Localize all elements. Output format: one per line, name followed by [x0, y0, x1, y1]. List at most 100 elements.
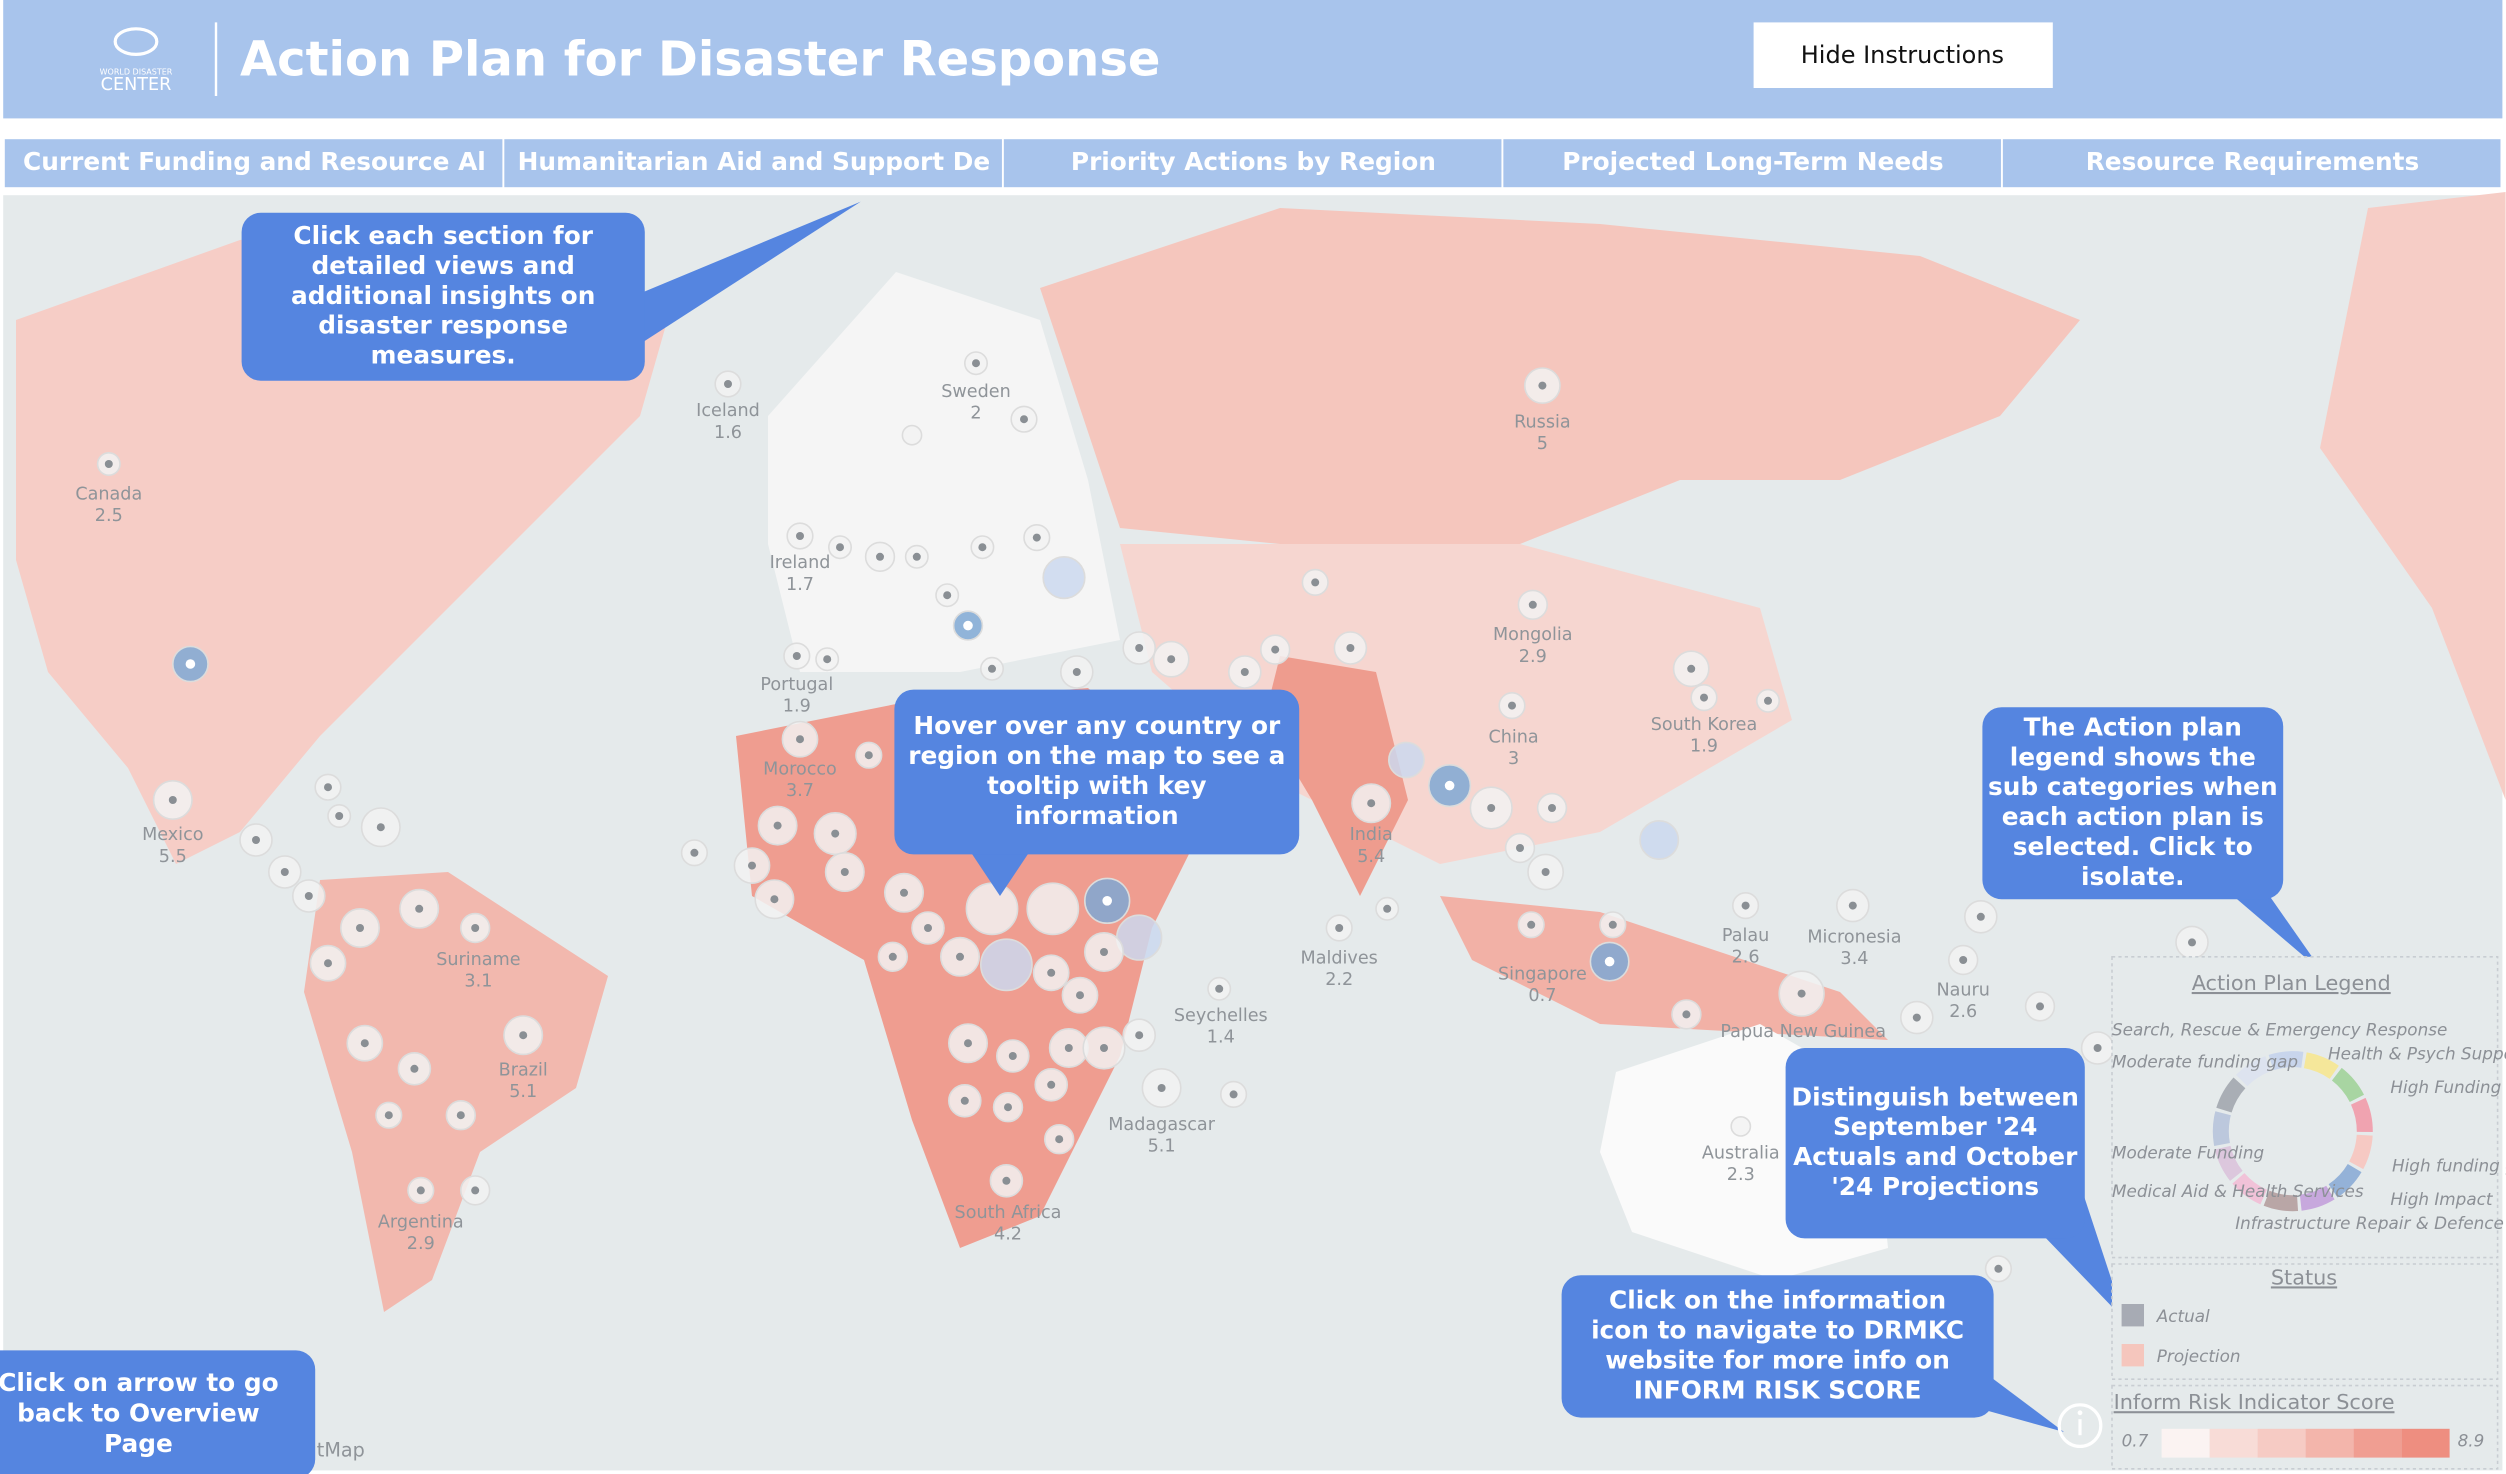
marker-dot[interactable]	[1271, 645, 1280, 654]
marker-dot[interactable]	[876, 552, 884, 561]
marker-dot[interactable]	[864, 751, 873, 760]
marker-dot[interactable]	[1346, 644, 1355, 652]
marker-dot[interactable]	[456, 1111, 465, 1120]
marker-dot[interactable]	[1047, 1080, 1056, 1089]
status-label[interactable]: Actual	[2156, 1306, 2210, 1326]
marker-dot[interactable]	[324, 783, 332, 792]
marker-dot[interactable]	[960, 1096, 969, 1105]
marker-dot[interactable]	[1020, 415, 1028, 424]
hide-instructions-button[interactable]	[1753, 22, 2053, 88]
marker-dot[interactable]	[2188, 938, 2196, 947]
marker-dot[interactable]	[924, 924, 932, 932]
marker-dot[interactable]	[1064, 1044, 1073, 1052]
marker-dot[interactable]	[324, 959, 332, 968]
marker-dot[interactable]	[836, 543, 844, 552]
marker-dot[interactable]	[1976, 912, 1985, 921]
donut-segment[interactable]	[2209, 1048, 2376, 1215]
marker-dot[interactable]	[1072, 668, 1081, 676]
marker-dot[interactable]	[1055, 1135, 1064, 1144]
marker-dot[interactable]	[773, 821, 782, 830]
marker-dot[interactable]	[1508, 701, 1516, 710]
marker-dot[interactable]	[1604, 956, 1615, 967]
marker-dot[interactable]	[1528, 600, 1537, 609]
marker-dot[interactable]	[1538, 381, 1547, 390]
marker-dot[interactable]	[690, 848, 699, 857]
marker-dot[interactable]	[1311, 578, 1320, 587]
legend-item[interactable]: Infrastructure Repair & Defence	[2235, 1213, 2504, 1233]
marker-dot[interactable]	[912, 552, 921, 561]
country-marker[interactable]	[901, 424, 923, 446]
donut-segment[interactable]	[2209, 1048, 2376, 1215]
marker-dot[interactable]	[1994, 1264, 2003, 1273]
marker-dot[interactable]	[972, 359, 980, 368]
marker-dot[interactable]	[988, 664, 996, 673]
marker-dot[interactable]	[2036, 1002, 2044, 1011]
marker-dot[interactable]	[1700, 693, 1708, 702]
marker-dot[interactable]	[1608, 920, 1617, 929]
marker-dot[interactable]	[1229, 1090, 1238, 1099]
country-marker[interactable]	[1026, 882, 1080, 936]
legend-item[interactable]: Moderate funding gap	[2112, 1051, 2298, 1071]
tab[interactable]	[2002, 139, 2501, 188]
info-circle[interactable]	[2057, 1403, 2103, 1449]
marker-dot[interactable]	[1076, 991, 1084, 1000]
country-marker[interactable]	[1042, 556, 1086, 600]
projection-swatch[interactable]	[2121, 1344, 2144, 1367]
marker-dot[interactable]	[956, 952, 964, 961]
marker-dot[interactable]	[840, 868, 849, 876]
marker-dot[interactable]	[1912, 1013, 1921, 1022]
marker-dot[interactable]	[1541, 868, 1550, 876]
marker-dot[interactable]	[1135, 644, 1144, 652]
marker-dot[interactable]	[1002, 1176, 1011, 1185]
marker-dot[interactable]	[2093, 1044, 2102, 1052]
marker-dot[interactable]	[252, 836, 260, 844]
marker-dot[interactable]	[1335, 924, 1344, 932]
marker-dot[interactable]	[376, 823, 385, 832]
tab[interactable]	[4, 139, 503, 188]
donut-segment[interactable]	[2209, 1048, 2376, 1215]
donut-segment[interactable]	[2209, 1048, 2376, 1215]
marker-dot[interactable]	[168, 796, 177, 804]
legend-item[interactable]: High funding gap	[2392, 1155, 2506, 1175]
country-marker[interactable]	[1639, 820, 1680, 860]
marker-dot[interactable]	[1959, 956, 1968, 964]
marker-dot[interactable]	[416, 1186, 425, 1195]
marker-dot[interactable]	[1741, 901, 1750, 910]
marker-dot[interactable]	[943, 591, 952, 600]
marker-dot[interactable]	[1157, 1084, 1166, 1092]
legend-item[interactable]: Search, Rescue & Emergency Response	[2112, 1019, 2447, 1039]
marker-dot[interactable]	[1008, 1052, 1017, 1060]
marker-dot[interactable]	[1047, 968, 1056, 977]
tab-label[interactable]: Priority Actions by Region	[1071, 147, 1436, 176]
marker-dot[interactable]	[796, 532, 804, 540]
marker-dot[interactable]	[356, 924, 364, 932]
tab-label[interactable]: Humanitarian Aid and Support De	[518, 147, 990, 176]
country-marker[interactable]	[1730, 1116, 1752, 1137]
marker-dot[interactable]	[1548, 804, 1556, 812]
marker-dot[interactable]	[519, 1031, 528, 1040]
country-marker[interactable]	[965, 882, 1019, 936]
marker-dot[interactable]	[748, 861, 756, 870]
marker-dot[interactable]	[1215, 984, 1224, 993]
status-label[interactable]: Projection	[2157, 1346, 2241, 1366]
marker-dot[interactable]	[1764, 696, 1772, 705]
tab-label[interactable]: Projected Long-Term Needs	[1562, 147, 1943, 176]
marker-dot[interactable]	[1102, 896, 1112, 906]
marker-dot[interactable]	[1135, 1031, 1144, 1040]
marker-dot[interactable]	[796, 735, 804, 744]
actual-swatch[interactable]	[2121, 1304, 2144, 1327]
marker-dot[interactable]	[770, 895, 779, 904]
marker-dot[interactable]	[1004, 1103, 1012, 1112]
marker-dot[interactable]	[1367, 799, 1376, 808]
marker-dot[interactable]	[831, 829, 840, 838]
marker-dot[interactable]	[360, 1039, 369, 1048]
marker-dot[interactable]	[900, 888, 908, 897]
tab[interactable]	[504, 139, 1002, 188]
marker-dot[interactable]	[964, 1039, 972, 1048]
marker-dot[interactable]	[1682, 1010, 1691, 1019]
marker-dot[interactable]	[185, 659, 196, 669]
button-label[interactable]: Hide Instructions	[1801, 41, 2004, 69]
marker-dot[interactable]	[963, 620, 973, 631]
marker-dot[interactable]	[1444, 780, 1455, 791]
marker-dot[interactable]	[410, 1064, 419, 1073]
